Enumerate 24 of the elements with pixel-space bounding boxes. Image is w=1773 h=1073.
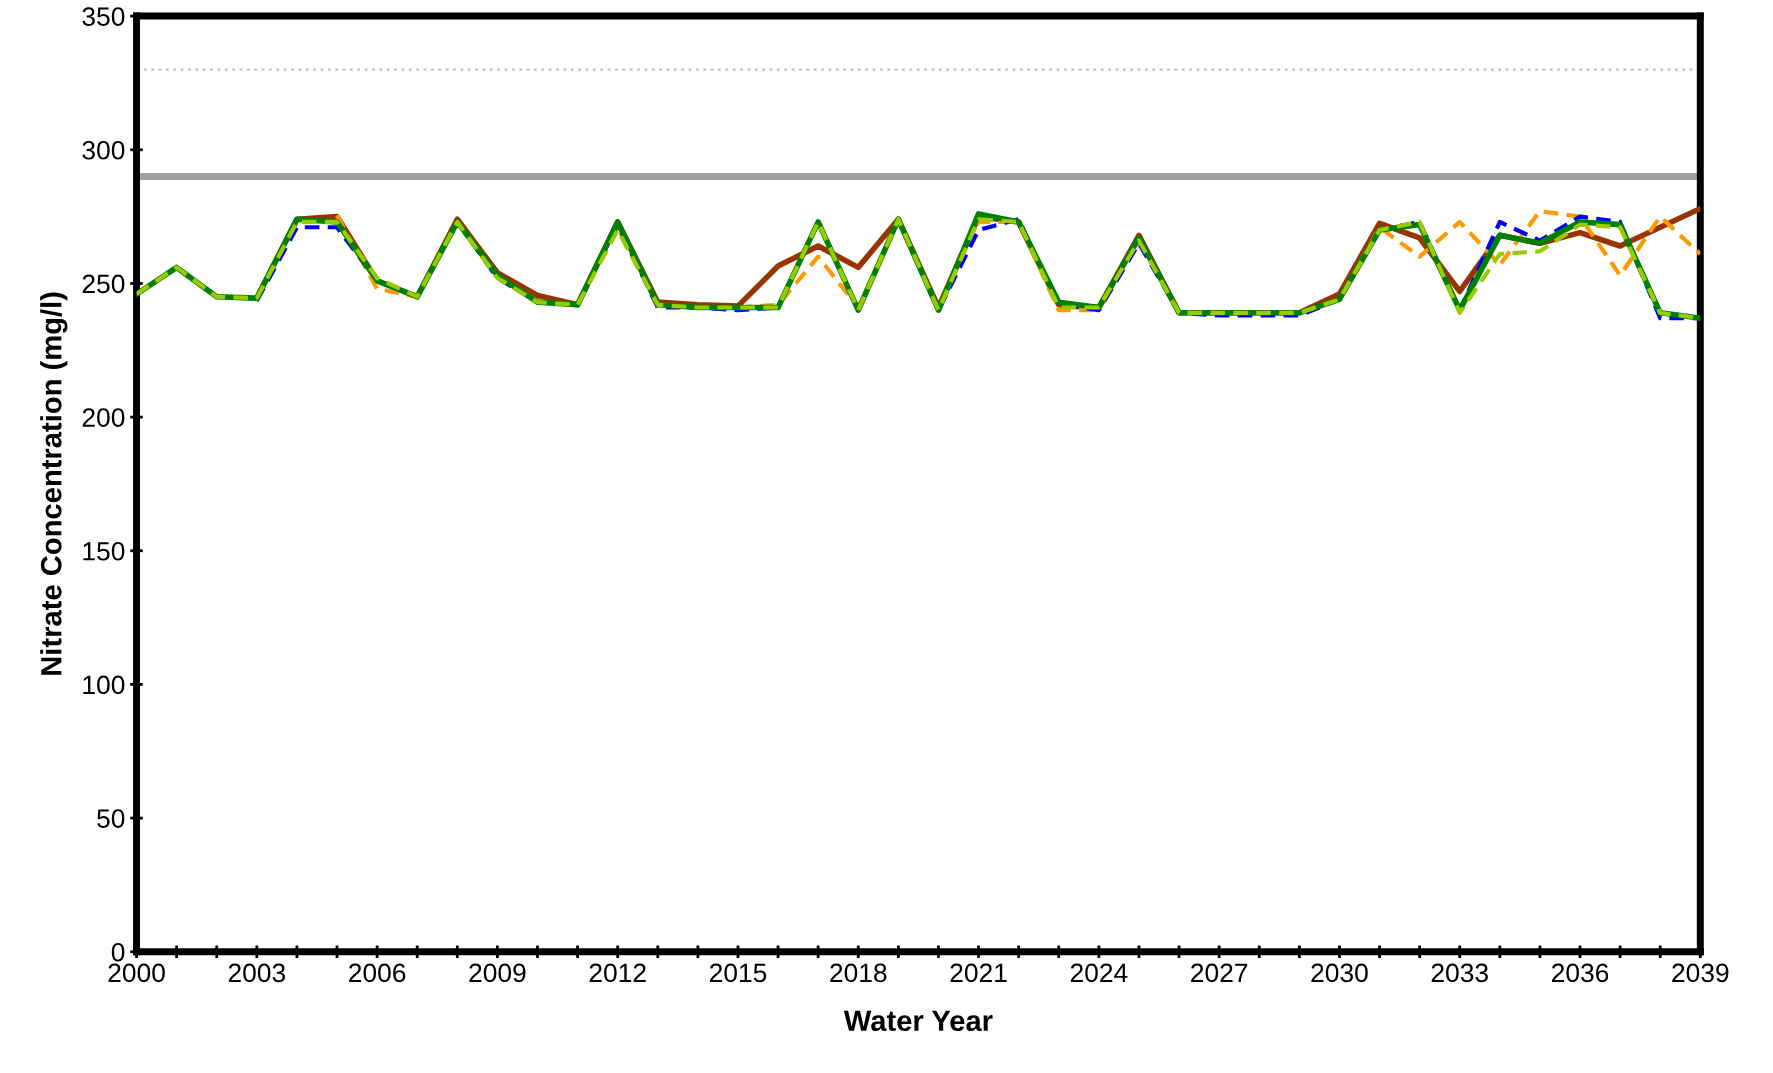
x-tick-label: 2006 bbox=[349, 963, 406, 983]
x-tick-label: 2039 bbox=[1672, 963, 1729, 983]
x-tick-label: 2012 bbox=[589, 963, 646, 983]
y-tick-label: 100 bbox=[83, 675, 125, 695]
x-tick-label: 2021 bbox=[950, 963, 1007, 983]
x-axis-title: Water Year bbox=[843, 1010, 993, 1032]
x-tick-label: 2033 bbox=[1431, 963, 1488, 983]
y-axis-title: Nitrate Concentration (mg/l) bbox=[40, 292, 68, 675]
y-tick-label: 50 bbox=[97, 809, 125, 828]
x-tick-label: 2000 bbox=[108, 963, 165, 983]
y-tick-label: 250 bbox=[82, 274, 125, 294]
x-tick-label: 2024 bbox=[1070, 963, 1128, 983]
y-tick-label: 200 bbox=[82, 408, 125, 427]
x-tick-label: 2027 bbox=[1191, 963, 1248, 983]
y-tick-label: 350 bbox=[82, 7, 125, 26]
x-tick-label: 2030 bbox=[1311, 963, 1368, 983]
y-tick-label: 0 bbox=[111, 942, 125, 962]
x-tick-label: 2018 bbox=[830, 963, 887, 983]
x-tick-label: 2015 bbox=[709, 963, 767, 983]
x-tick-label: 2003 bbox=[228, 963, 286, 983]
y-tick-label: 300 bbox=[82, 140, 125, 160]
x-tick-label: 2036 bbox=[1551, 963, 1609, 983]
y-tick-label: 150 bbox=[83, 541, 125, 561]
x-tick-label: 2009 bbox=[469, 963, 526, 983]
